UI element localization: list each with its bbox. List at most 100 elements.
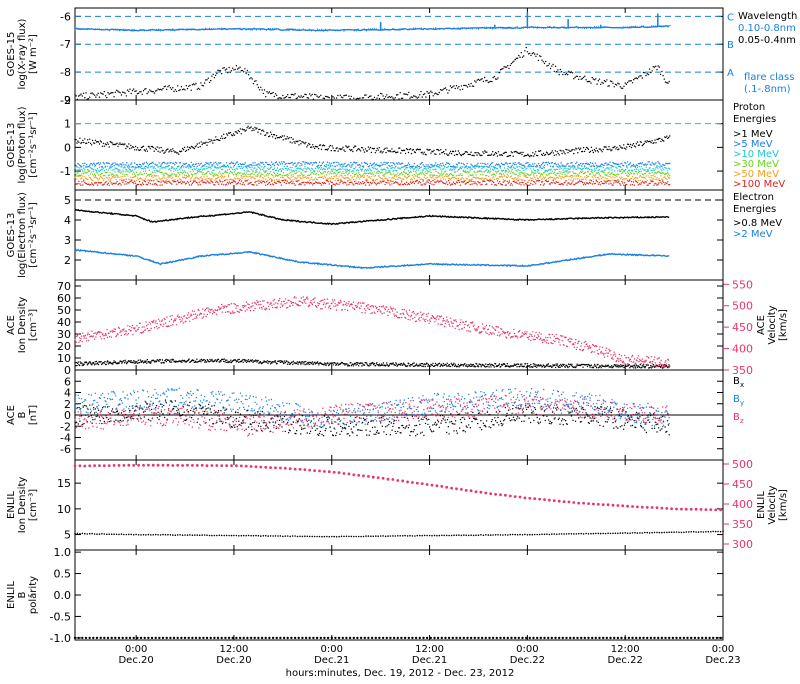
- data-point: [156, 361, 157, 362]
- data-point: [318, 174, 319, 175]
- data-point: [339, 165, 340, 166]
- data-point: [568, 71, 569, 72]
- data-point: [532, 53, 533, 54]
- data-point: [649, 68, 650, 69]
- data-point: [112, 142, 113, 143]
- data-point: [518, 166, 519, 167]
- y-axis-label: [cm⁻²s⁻¹sr⁻¹]: [28, 112, 39, 178]
- data-point: [290, 141, 291, 142]
- data-point: [618, 179, 619, 180]
- data-point: [535, 172, 536, 173]
- data-point: [197, 166, 198, 167]
- data-point: [422, 96, 423, 97]
- data-point: [523, 55, 524, 56]
- data-point: [632, 145, 633, 146]
- data-point: [520, 184, 521, 185]
- data-point: [467, 163, 468, 164]
- data-point: [363, 183, 364, 184]
- data-point: [409, 167, 410, 168]
- data-point: [122, 176, 123, 177]
- data-point: [123, 171, 124, 172]
- legend-item: 0.10-0.8nm: [738, 23, 796, 34]
- data-point: [556, 71, 557, 72]
- data-point: [669, 175, 670, 176]
- data-point: [565, 74, 566, 75]
- data-point: [393, 163, 394, 164]
- data-point: [384, 164, 385, 165]
- data-point: [425, 96, 426, 97]
- data-point: [191, 177, 192, 178]
- data-point: [146, 149, 147, 150]
- data-point: [227, 182, 228, 183]
- data-point: [394, 167, 395, 168]
- data-point: [222, 181, 223, 182]
- data-point: [486, 80, 487, 81]
- data-point: [90, 184, 91, 185]
- data-point: [286, 361, 287, 362]
- data-point: [327, 172, 328, 173]
- data-point: [490, 168, 491, 169]
- data-point: [663, 172, 664, 173]
- data-point: [100, 174, 101, 175]
- data-point: [570, 183, 571, 184]
- series-line: [75, 250, 669, 269]
- data-point: [662, 75, 663, 76]
- data-point: [133, 182, 134, 183]
- data-point: [593, 166, 594, 167]
- data-point: [150, 179, 151, 180]
- data-point: [208, 78, 209, 79]
- data-point: [332, 165, 333, 166]
- data-point: [304, 166, 305, 167]
- data-point: [165, 86, 166, 87]
- data-point: [358, 181, 359, 182]
- data-point: [239, 180, 240, 181]
- data-point: [275, 93, 276, 94]
- data-point: [221, 177, 222, 178]
- data-point: [152, 166, 153, 167]
- data-point: [583, 168, 584, 169]
- data-point: [229, 173, 230, 174]
- data-point: [248, 359, 249, 360]
- data-point: [120, 92, 121, 93]
- data-point: [413, 171, 414, 172]
- data-point: [479, 80, 480, 81]
- data-point: [300, 184, 301, 185]
- data-point: [572, 180, 573, 181]
- data-point: [179, 169, 180, 170]
- data-point: [462, 89, 463, 90]
- data-point: [409, 172, 410, 173]
- data-point: [521, 52, 522, 53]
- data-point: [271, 93, 272, 94]
- data-point: [601, 181, 602, 182]
- data-point: [328, 178, 329, 179]
- data-point: [320, 169, 321, 170]
- data-point: [245, 361, 246, 362]
- data-point: [369, 168, 370, 169]
- data-point: [176, 184, 177, 185]
- data-point: [538, 170, 539, 171]
- data-point: [167, 148, 168, 149]
- data-point: [504, 180, 505, 181]
- data-point: [201, 172, 202, 173]
- data-point: [190, 171, 191, 172]
- data-point: [256, 127, 257, 128]
- data-point: [395, 97, 396, 98]
- data-point: [577, 178, 578, 179]
- data-point: [499, 164, 500, 165]
- data-point: [210, 168, 211, 169]
- data-point: [547, 164, 548, 165]
- data-point: [651, 162, 652, 163]
- data-point: [146, 93, 147, 94]
- data-point: [209, 82, 210, 83]
- data-point: [128, 182, 129, 183]
- data-point: [307, 97, 308, 98]
- data-point: [646, 181, 647, 182]
- data-point: [571, 182, 572, 183]
- data-point: [188, 149, 189, 150]
- data-point: [142, 94, 143, 95]
- data-point: [653, 179, 654, 180]
- data-point: [120, 184, 121, 185]
- data-point: [482, 177, 483, 178]
- data-point: [353, 179, 354, 180]
- data-point: [159, 89, 160, 90]
